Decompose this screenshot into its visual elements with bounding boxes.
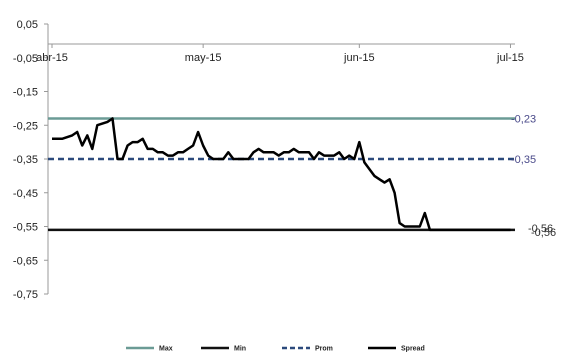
x-tick-label: may-15 [185,52,222,64]
y-tick-label: -0,75 [13,289,38,301]
label-min: -0,56 [528,223,553,235]
label-spread: -0,56 [531,227,556,239]
y-tick-label: -0,65 [13,255,38,267]
legend-min-label: Min [234,346,246,353]
y-tick-label: 0,05 [17,19,38,31]
y-axis: 0,05 -0,05 -0,15 -0,25 -0,35 -0,45 -0,55 -0,65 -… [13,19,49,301]
y-tick-label: -0,55 [13,222,38,234]
x-axis: abr-15 may-15 jun-15 jul-15 [36,43,524,64]
label-max: -0,23 [511,114,536,126]
data-labels: -0,23 -0,56 -0,35 -0,56 [511,114,556,239]
y-tick-label: -0,15 [13,87,38,99]
x-tick-label: jun-15 [343,52,375,64]
x-tick-label: abr-15 [36,52,68,64]
series-layer [48,117,515,232]
legend-max-label: Max [159,346,173,353]
y-tick-label: -0,25 [13,120,38,132]
x-tick-label: jul-15 [496,52,524,64]
legend: Max Min Prom Spread [126,346,425,353]
y-tick-label: -0,35 [13,154,38,166]
label-prom: -0,35 [511,154,536,166]
legend-spread-label: Spread [401,346,425,353]
series-spread-line [52,117,511,232]
y-tick-label: -0,05 [13,53,38,65]
y-tick-label: -0,45 [13,188,38,200]
legend-prom-label: Prom [315,346,333,353]
